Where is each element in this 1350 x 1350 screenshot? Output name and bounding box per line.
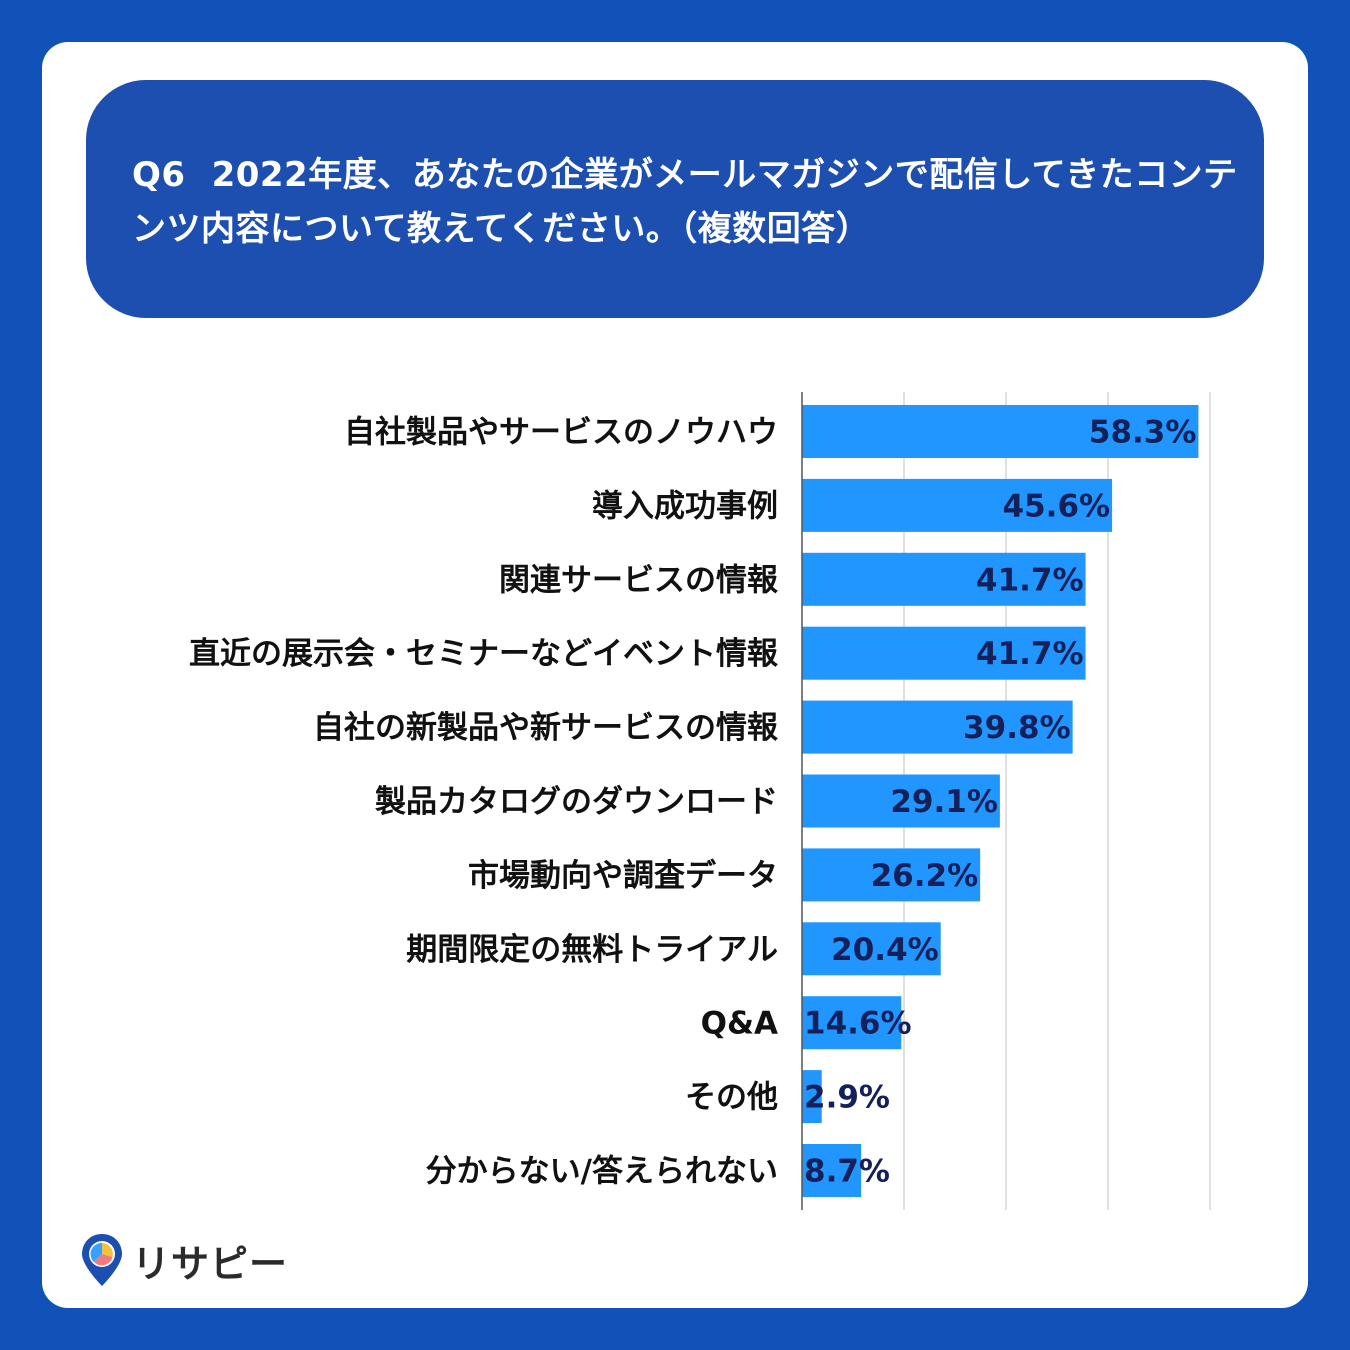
bar (802, 626, 1086, 680)
bar (802, 922, 941, 976)
value-label: 14.6% (804, 1006, 912, 1042)
value-label: 2.9% (804, 1080, 890, 1116)
question-banner (86, 80, 1264, 318)
category-label: 期間限定の無料トライアル (406, 932, 778, 968)
category-label: 導入成功事例 (592, 488, 778, 524)
value-label: 20.4% (831, 932, 939, 968)
bar (802, 700, 1073, 754)
bar (802, 405, 1199, 458)
bar (802, 774, 1000, 828)
question-number: Q6 (132, 155, 186, 195)
question-title: Q6 2022年度、あなたの企業がメールマガジンで配信してきたコンテンツ内容につい… (132, 148, 1242, 256)
bar (802, 1144, 862, 1197)
bar (802, 996, 902, 1050)
value-label: 41.7% (976, 562, 1084, 598)
category-label: 自社の新製品や新サービスの情報 (313, 710, 779, 746)
value-label: 41.7% (976, 636, 1084, 672)
category-label: 自社製品やサービスのノウハウ (344, 415, 778, 451)
map-pin-pie-icon (82, 1234, 122, 1286)
category-label: 製品カタログのダウンロード (375, 784, 778, 820)
chart-bars: 自社製品やサービスのノウハウ 58.3% 導入成功事例 45.6% 関連サービスの情報 4… (189, 405, 1199, 1197)
category-label: 直近の展示会・セミナーなどイベント情報 (189, 636, 779, 672)
category-label: 市場動向や調査データ (468, 858, 778, 894)
category-label: その他 (685, 1080, 778, 1116)
value-label: 8.7% (804, 1154, 890, 1190)
bar (802, 1070, 822, 1124)
brand-name: リサピー (132, 1241, 289, 1286)
value-label: 58.3% (1089, 415, 1197, 451)
value-label: 26.2% (871, 858, 979, 894)
value-label: 39.8% (963, 710, 1071, 746)
bar (802, 552, 1086, 606)
brand-logo: リサピー (80, 1232, 288, 1288)
value-label: 29.1% (890, 784, 998, 820)
bar (802, 848, 981, 902)
question-text: 2022年度、あなたの企業がメールマガジンで配信してきたコンテンツ内容について教… (132, 155, 1238, 249)
category-label: 関連サービスの情報 (499, 562, 779, 598)
bar (802, 478, 1113, 532)
category-label: 分からない/答えられない (426, 1154, 778, 1190)
category-label: Q&A (701, 1006, 778, 1042)
value-label: 45.6% (1003, 488, 1111, 524)
